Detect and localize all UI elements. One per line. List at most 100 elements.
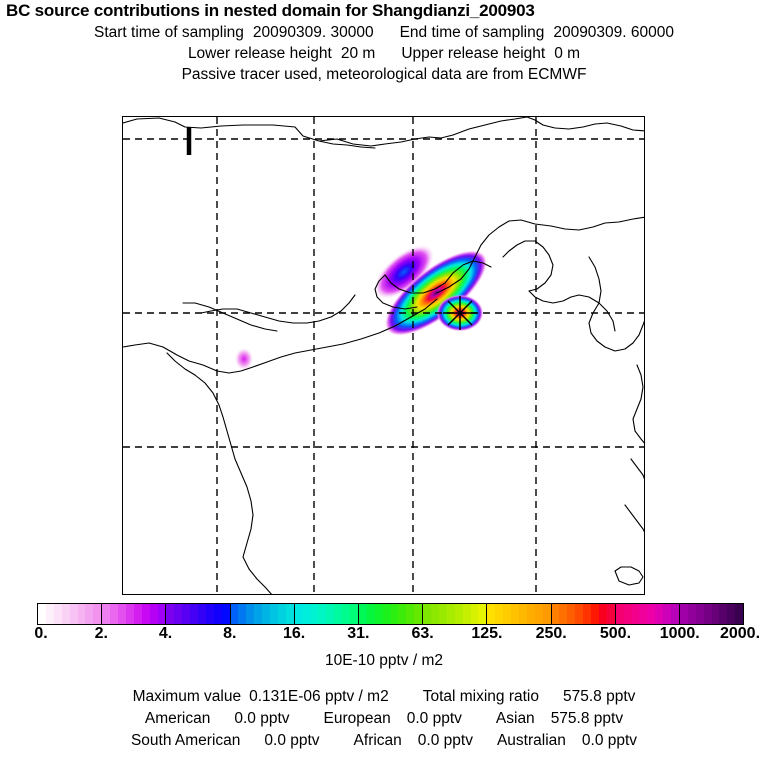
lower-release-value: 20 m bbox=[340, 45, 376, 62]
colorbar-step-3-5 bbox=[270, 604, 278, 624]
colorbar-step-1-4 bbox=[133, 604, 142, 624]
upper-release-value: 0 m bbox=[554, 45, 581, 62]
colorbar-step-4-4 bbox=[326, 604, 335, 624]
colorbar-tick-8: 250. bbox=[535, 625, 567, 642]
footer-region-row-1: American 0.0 pptv European 0.0 pptv Asian 575… bbox=[0, 708, 768, 730]
colorbar-step-5-2 bbox=[374, 604, 383, 624]
colorbar-segment-4 bbox=[294, 604, 359, 624]
lower-release-label: Lower release height bbox=[187, 45, 332, 62]
sampling-time-line: Start time of sampling 20090309. 30000 End… bbox=[0, 22, 768, 43]
colorbar-step-3-2 bbox=[246, 604, 255, 624]
colorbar-step-3-7 bbox=[285, 604, 294, 624]
colorbar-segment-2 bbox=[166, 604, 231, 624]
colorbar-step-4-5 bbox=[334, 604, 343, 624]
colorbar-unit-label: 10E-10 pptv / m2 bbox=[324, 652, 444, 669]
colorbar-tick-0: 0. bbox=[34, 625, 48, 642]
upper-release-label: Upper release height bbox=[401, 45, 546, 62]
colorbar-step-9-4 bbox=[647, 604, 656, 624]
region-value-south-american: 0.0 pptv bbox=[264, 732, 320, 749]
colorbar-step-8-5 bbox=[591, 604, 599, 624]
colorbar-step-7-3 bbox=[511, 604, 519, 624]
colorbar-step-4-2 bbox=[310, 604, 319, 624]
colorbar-step-6-5 bbox=[462, 604, 471, 624]
region-value-american: 0.0 pptv bbox=[234, 710, 290, 727]
colorbar-step-10-1 bbox=[687, 604, 696, 624]
colorbar-step-6-1 bbox=[431, 604, 439, 624]
colorbar-step-5-4 bbox=[390, 604, 399, 624]
colorbar-step-5-0 bbox=[358, 604, 367, 624]
colorbar-segment-9 bbox=[615, 604, 680, 624]
colorbar-segment-6 bbox=[423, 604, 488, 624]
colorbar-step-9-0 bbox=[615, 604, 624, 624]
max-value: 0.131E-06 pptv / m2 bbox=[249, 688, 389, 705]
colorbar-step-4-3 bbox=[318, 604, 327, 624]
colorbar-step-10-0 bbox=[679, 604, 688, 624]
colorbar-step-2-4 bbox=[198, 604, 206, 624]
colorbar-step-3-3 bbox=[254, 604, 263, 624]
colorbar-step-1-2 bbox=[118, 604, 126, 624]
region-name-american: American bbox=[144, 710, 211, 727]
colorbar-step-1-7 bbox=[157, 604, 166, 624]
colorbar-tick-9: 500. bbox=[599, 625, 632, 642]
region-name-asian: Asian bbox=[495, 710, 535, 727]
colorbar-step-6-4 bbox=[454, 604, 463, 624]
end-time-value: 20090309. 60000 bbox=[553, 24, 675, 41]
colorbar-step-0-3 bbox=[61, 604, 70, 624]
release-height-line: Lower release height 20 m Upper release he… bbox=[0, 43, 768, 64]
region-value-australian: 0.0 pptv bbox=[581, 732, 638, 749]
colorbar-step-3-4 bbox=[262, 604, 271, 624]
colorbar-step-1-3 bbox=[125, 604, 134, 624]
colorbar-step-8-0 bbox=[551, 604, 560, 624]
colorbar-step-2-0 bbox=[166, 604, 175, 624]
region-value-european: 0.0 pptv bbox=[406, 710, 462, 727]
plume-secondary-spot bbox=[235, 348, 253, 370]
plume-tail bbox=[374, 245, 434, 299]
colorbar-step-6-6 bbox=[470, 604, 479, 624]
colorbar-step-2-1 bbox=[174, 604, 183, 624]
colorbar-step-5-5 bbox=[398, 604, 407, 624]
colorbar-tick-3: 8. bbox=[223, 625, 237, 642]
colorbar-step-5-6 bbox=[406, 604, 415, 624]
colorbar-step-10-3 bbox=[703, 604, 712, 624]
colorbar-step-9-7 bbox=[671, 604, 679, 624]
map-plot-area bbox=[122, 116, 645, 595]
colorbar-tick-5: 31. bbox=[347, 625, 370, 642]
colorbar-step-0-1 bbox=[45, 604, 54, 624]
plume-body bbox=[384, 250, 488, 336]
region-name-african: African bbox=[353, 732, 402, 749]
map-geography-layer bbox=[123, 117, 644, 594]
colorbar-step-1-1 bbox=[110, 604, 118, 624]
region-name-south-american: South American bbox=[130, 732, 241, 749]
region-name-european: European bbox=[323, 710, 391, 727]
colorbar-step-2-7 bbox=[221, 604, 230, 624]
colorbar-tick-4: 16. bbox=[282, 625, 306, 642]
colorbar-step-9-2 bbox=[631, 604, 640, 624]
colorbar-step-7-0 bbox=[487, 604, 496, 624]
map-gridlines bbox=[123, 117, 644, 594]
colorbar-step-2-3 bbox=[190, 604, 198, 624]
colorbar-step-10-4 bbox=[711, 604, 720, 624]
total-mixing-ratio-label: Total mixing ratio bbox=[422, 688, 539, 705]
colorbar-tick-1: 2. bbox=[94, 625, 108, 642]
release-site-marker bbox=[443, 296, 477, 330]
colorbar-tick-10: 1000. bbox=[659, 625, 700, 642]
colorbar-tick-2: 4. bbox=[158, 625, 173, 642]
colorbar-step-2-6 bbox=[213, 604, 222, 624]
colorbar-step-0-0 bbox=[38, 604, 46, 624]
colorbar-step-6-7 bbox=[478, 604, 487, 624]
colorbar-step-6-3 bbox=[446, 604, 455, 624]
colorbar-step-8-6 bbox=[598, 604, 607, 624]
header-block: BC source contributions in nested domain… bbox=[0, 0, 768, 85]
total-mixing-ratio-value: 575.8 pptv bbox=[563, 688, 636, 705]
start-time-value: 20090309. 30000 bbox=[252, 24, 374, 41]
colorbar-step-2-2 bbox=[182, 604, 191, 624]
colorbar-step-3-6 bbox=[278, 604, 286, 624]
footer-summary-row: Maximum value 0.131E-06 pptv / m2 Total mi… bbox=[0, 686, 768, 708]
map-coastlines bbox=[123, 117, 644, 594]
colorbar-step-10-6 bbox=[727, 604, 736, 624]
colorbar-step-9-5 bbox=[655, 604, 664, 624]
colorbar-step-1-5 bbox=[141, 604, 150, 624]
footer-statistics: Maximum value 0.131E-06 pptv / m2 Total mi… bbox=[0, 686, 768, 752]
region-value-african: 0.0 pptv bbox=[417, 732, 473, 749]
colorbar-tick-6: 63. bbox=[411, 625, 434, 642]
